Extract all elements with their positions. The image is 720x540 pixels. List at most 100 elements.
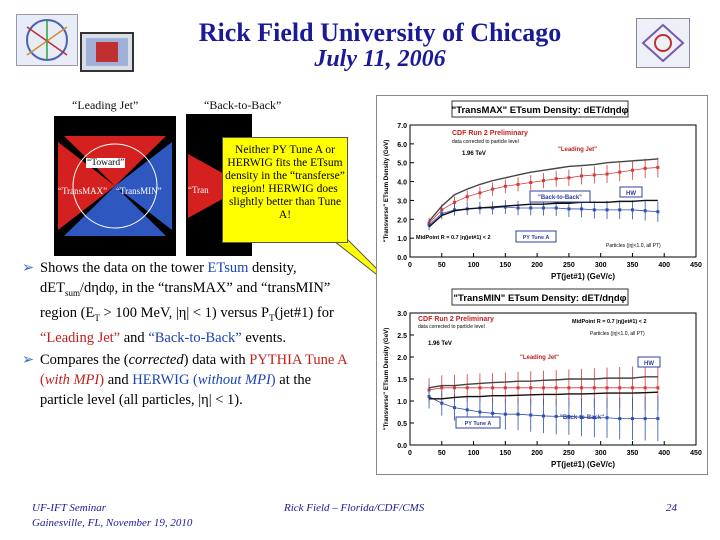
y-tick-label: 2.5 <box>397 333 407 340</box>
x-tick-label: 200 <box>531 262 543 269</box>
x-tick-label: 0 <box>408 262 412 269</box>
data-point <box>656 165 660 169</box>
callout-box: Neither PY Tune A or HERWIG fits the ETs… <box>222 137 348 243</box>
data-point <box>630 208 634 212</box>
data-point <box>592 416 596 420</box>
bullet-arrow-icon: ➢ <box>22 260 35 276</box>
x-tick-label: 300 <box>595 262 607 269</box>
bullet-1: ➢ Shows the data on the tower ETsum dens… <box>22 260 334 346</box>
data-point <box>541 179 545 183</box>
hw-label-box <box>619 186 643 198</box>
data-point <box>605 172 609 176</box>
x-tick-label: 100 <box>468 262 480 269</box>
data-point <box>440 386 444 390</box>
data-point <box>630 417 634 421</box>
data-point <box>529 413 533 417</box>
footer-location: Gainesville, FL, November 19, 2010 <box>32 517 193 529</box>
data-point <box>491 411 495 415</box>
data-point <box>592 173 596 177</box>
trans-max-label: “TransMAX” <box>58 186 108 196</box>
chart-title: "TransMIN" ETsum Density: dET/dηdφ <box>454 293 627 304</box>
data-point <box>656 386 660 390</box>
data-point <box>427 395 431 399</box>
data-point <box>491 386 495 390</box>
x-tick-label: 350 <box>627 262 639 269</box>
x-tick-label: 0 <box>408 450 412 457</box>
data-point <box>516 412 520 416</box>
x-tick-label: 150 <box>499 450 511 457</box>
slide-title: Rick Field University of Chicago <box>198 18 562 47</box>
data-point <box>503 205 507 209</box>
x-tick-label: 50 <box>438 262 446 269</box>
bullet-arrow-icon: ➢ <box>22 351 35 368</box>
toward-label: “Toward” <box>86 158 126 168</box>
cdf-logo <box>80 32 134 72</box>
y-tick-label: 5.0 <box>397 161 407 168</box>
y-axis-label: "Transverse" ETsum Density (GeV) <box>383 140 390 243</box>
data-point <box>503 412 507 416</box>
data-point <box>605 208 609 212</box>
data-point <box>630 168 634 172</box>
data-point <box>541 414 545 418</box>
data-point <box>567 386 571 390</box>
data-point <box>580 386 584 390</box>
data-point <box>605 386 609 390</box>
x-tick-label: 250 <box>563 262 575 269</box>
data-point <box>567 176 571 180</box>
x-axis-label: PT(jet#1) (GeV/c) <box>551 272 615 281</box>
data-point <box>503 184 507 188</box>
x-tick-label: 100 <box>468 450 480 457</box>
trans-min-label: “TransMIN” <box>116 186 162 196</box>
data-point <box>618 417 622 421</box>
y-tick-label: 1.0 <box>397 236 407 243</box>
y-tick-label: 2.0 <box>397 355 407 362</box>
conference-logo <box>636 18 690 68</box>
x-tick-label: 300 <box>595 450 607 457</box>
y-tick-label: 0.5 <box>397 421 407 428</box>
footer-author: Rick Field – Florida/CDF/CMS <box>284 502 425 514</box>
y-tick-label: 7.0 <box>397 123 407 130</box>
back-to-back-caption: “Back-to-Back” <box>204 98 282 112</box>
tune-label-box <box>515 230 557 243</box>
bullet-2: ➢ Compares the (corrected) data with PYT… <box>22 351 347 408</box>
data-point <box>440 401 444 405</box>
data-point <box>630 386 634 390</box>
annotation-hw: HW <box>626 191 636 197</box>
data-point <box>554 177 558 181</box>
data-point <box>491 206 495 210</box>
hw-label-box <box>637 356 661 368</box>
data-point <box>452 406 456 410</box>
data-point <box>452 200 456 204</box>
btb-label-box <box>529 190 591 203</box>
data-point <box>554 414 558 418</box>
footer-seminar: UF-IFT Seminar <box>32 502 107 514</box>
x-tick-label: 350 <box>627 450 639 457</box>
data-point <box>478 410 482 414</box>
annotation-btb: "Back-to-Back" <box>538 195 582 201</box>
data-point <box>452 208 456 212</box>
data-point <box>592 208 596 212</box>
annotation-leading: "Leading Jet" <box>520 355 559 361</box>
chart-title-box <box>451 100 629 118</box>
data-point <box>580 174 584 178</box>
data-point <box>478 191 482 195</box>
annotation-tune: PY Tune A <box>465 421 492 427</box>
annotation-midpoint: MidPoint R = 0.7 |η(jet#1) < 2 <box>572 319 647 325</box>
y-axis-label: "Transverse" ETsum Density (GeV) <box>383 328 390 431</box>
annotation-tev: 1.96 TeV <box>428 341 452 347</box>
data-point <box>605 416 609 420</box>
transmin-chart: "TransMIN" ETsum Density: dET/dηdφ 0.0 0.5… <box>383 288 702 469</box>
data-point <box>580 415 584 419</box>
page-number: 24 <box>666 502 677 514</box>
annotation-particles: Particles (|η|<1.0, all PT) <box>590 331 645 337</box>
leading-jet-diagram <box>54 116 176 256</box>
data-point <box>452 386 456 390</box>
series-line <box>429 391 658 400</box>
data-point <box>592 386 596 390</box>
data-point <box>516 206 520 210</box>
series-line <box>428 199 658 228</box>
annotation-hw: HW <box>644 361 654 367</box>
y-tick-label: 3.0 <box>397 198 407 205</box>
data-point <box>567 414 571 418</box>
annotation-midpoint: MidPoint R = 0.7 |η(jet#1) < 2 <box>416 235 491 241</box>
